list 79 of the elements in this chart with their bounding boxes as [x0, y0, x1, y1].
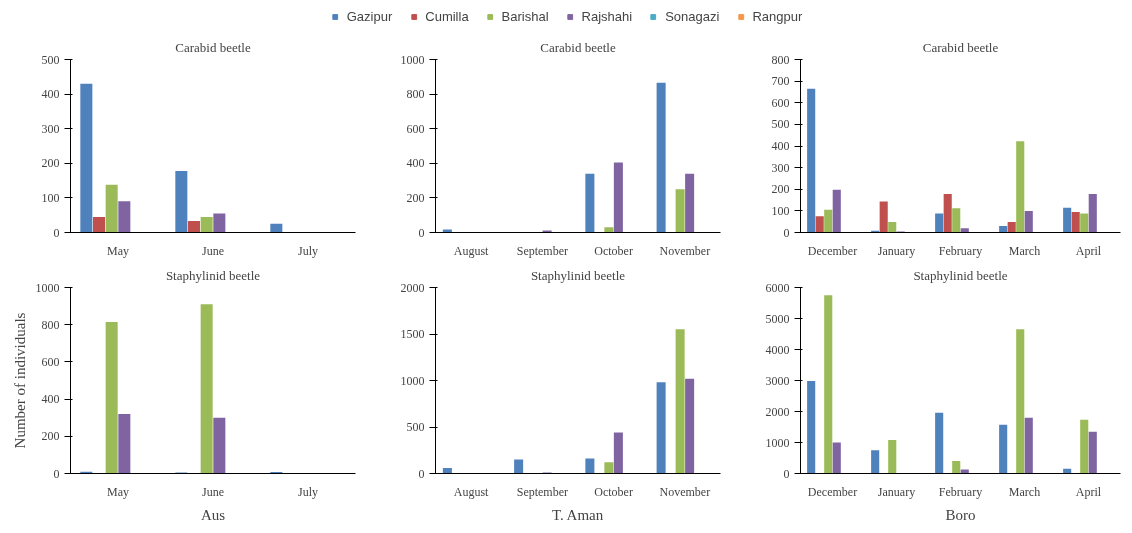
y-tick-label: 100	[771, 203, 790, 218]
y-tick-label: 200	[41, 429, 60, 444]
y-tick-label: 1000	[400, 52, 425, 67]
legend-label: Cumilla	[425, 8, 469, 24]
y-tick-label: 800	[41, 317, 60, 332]
x-tick-label: March	[1008, 484, 1041, 499]
x-tick-label: January	[877, 243, 916, 258]
x-tick-label: September	[516, 484, 569, 499]
y-tick-label: 6000	[765, 280, 790, 295]
chart-title: Staphylinid beetle	[530, 267, 626, 283]
chart-title: Carabid beetle	[540, 39, 616, 55]
y-tick-label: 200	[771, 182, 790, 197]
y-tick-label: 800	[406, 87, 425, 102]
x-tick-label: September	[516, 243, 569, 258]
y-tick-label: 1000	[400, 373, 425, 388]
y-tick-label: 300	[771, 160, 790, 175]
x-tick-label: February	[938, 484, 983, 499]
x-tick-label: July	[298, 243, 319, 258]
y-tick-label: 4000	[765, 342, 790, 357]
y-tick-label: 700	[771, 74, 790, 89]
y-tick-label: 400	[406, 156, 425, 171]
x-tick-label: April	[1075, 243, 1102, 258]
x-tick-label: April	[1075, 484, 1102, 499]
y-tick-label: 100	[41, 190, 60, 205]
y-tick-label: 400	[41, 392, 60, 407]
y-tick-label: 200	[406, 190, 425, 205]
y-tick-label: 600	[41, 354, 60, 369]
y-tick-label: 1000	[35, 280, 60, 295]
y-tick-label: 0	[53, 466, 60, 481]
x-tick-label: November	[659, 243, 711, 258]
y-tick-label: 2000	[765, 404, 790, 419]
x-tick-label: August	[453, 243, 490, 258]
y-tick-label: 5000	[765, 311, 790, 326]
y-tick-label: 2000	[400, 280, 425, 295]
x-tick-label: May	[107, 484, 129, 499]
y-tick-label: 500	[41, 52, 60, 67]
y-tick-label: 600	[771, 95, 790, 110]
chart-title: Staphylinid beetle	[165, 267, 261, 283]
y-tick-label: 500	[406, 420, 425, 434]
x-tick-label: June	[202, 484, 224, 499]
x-tick-label: February	[938, 243, 983, 258]
chart-title: Carabid beetle	[175, 39, 251, 55]
y-tick-label: 400	[41, 87, 60, 102]
y-tick-label: 3000	[765, 373, 790, 388]
x-axis-title: Boro	[945, 506, 976, 523]
legend-label: Gazipur	[346, 8, 393, 24]
y-tick-label: 0	[418, 225, 425, 240]
y-axis-title: Number of individuals	[11, 312, 28, 449]
x-tick-label: October	[594, 484, 633, 499]
y-tick-label: 800	[771, 52, 790, 67]
x-tick-label: December	[807, 484, 858, 499]
legend-label: Rajshahi	[581, 8, 633, 24]
y-tick-label: 400	[771, 139, 790, 153]
y-tick-label: 500	[771, 117, 790, 132]
legend-label: Barishal	[501, 8, 549, 24]
chart-title: Staphylinid beetle	[913, 267, 1008, 283]
x-tick-label: November	[659, 484, 711, 499]
legend-label: Rangpur	[752, 8, 803, 24]
x-tick-label: March	[1008, 243, 1041, 258]
y-tick-label: 1000	[765, 435, 790, 450]
y-tick-label: 600	[406, 121, 425, 136]
legend-label: Sonagazi	[665, 8, 720, 24]
x-tick-label: June	[202, 243, 224, 258]
x-axis-title: T. Aman	[551, 506, 604, 523]
y-tick-label: 200	[41, 156, 60, 171]
y-tick-label: 0	[418, 466, 425, 481]
x-tick-label: January	[877, 484, 916, 499]
x-tick-label: December	[807, 243, 858, 258]
x-axis-title: Aus	[200, 506, 226, 523]
x-tick-label: July	[298, 484, 319, 499]
chart-title: Carabid beetle	[922, 39, 999, 55]
x-tick-label: May	[107, 243, 129, 258]
y-tick-label: 0	[783, 225, 790, 240]
x-tick-label: October	[594, 243, 633, 258]
y-tick-label: 1500	[400, 327, 425, 341]
y-tick-label: 0	[783, 466, 790, 481]
x-tick-label: August	[453, 484, 490, 499]
y-tick-label: 0	[53, 225, 60, 240]
y-tick-label: 300	[41, 121, 60, 136]
